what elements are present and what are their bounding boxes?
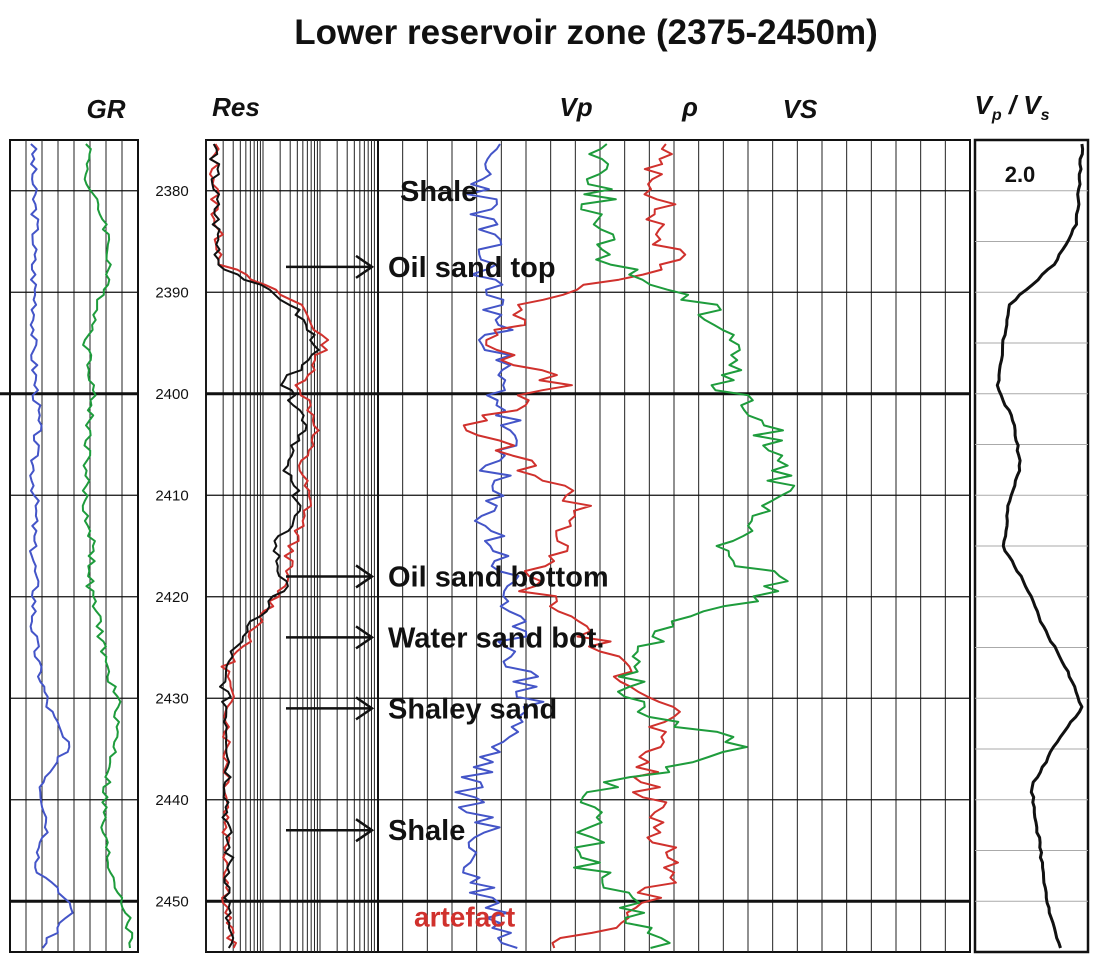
vs-track-label: VS <box>783 94 818 124</box>
annotation-label: Shale <box>388 815 465 847</box>
vpvs-reference-label: 2.0 <box>1005 162 1036 187</box>
annotation-label: Shaley sand <box>388 693 557 725</box>
gr-curve-1 <box>81 143 134 949</box>
depth-tick-label: 2400 <box>155 386 188 403</box>
depth-tick-label: 2380 <box>155 183 188 200</box>
vpvs-track-label: Vp / Vs <box>974 90 1049 124</box>
ratio-curve-0 <box>995 143 1085 949</box>
vp-track-label: Vp <box>559 92 592 122</box>
annotation-arrowhead <box>355 254 375 279</box>
gr-track-label: GR <box>87 94 126 124</box>
annotation-arrowhead <box>355 818 375 843</box>
chart-title: Lower reservoir zone (2375-2450m) <box>294 13 878 52</box>
annotation-label: artefact <box>414 901 515 932</box>
annotation-label: Shale <box>400 176 477 208</box>
depth-axis: 2380 2390 2400 2410 2420 2430 2440 2450 <box>155 183 188 911</box>
annotation-arrowhead <box>355 564 375 589</box>
elastic-curve-2 <box>573 143 796 949</box>
annotation-arrowhead <box>355 696 375 721</box>
res-curve-0 <box>209 143 330 949</box>
depth-tick-label: 2390 <box>155 284 188 301</box>
annotation-label: Oil sand top <box>388 252 556 284</box>
annotation-arrowhead <box>355 625 375 650</box>
curve-layer <box>29 143 1085 949</box>
elastic-curve-1 <box>462 143 687 949</box>
annotation-label: Oil sand bottom <box>388 561 609 593</box>
res-curve-1 <box>209 143 320 949</box>
depth-tick-label: 2430 <box>155 690 188 707</box>
rho-track-label: ρ <box>681 92 698 122</box>
depth-tick-label: 2440 <box>155 792 188 809</box>
elastic-curve-0 <box>454 143 545 949</box>
gr-curve-0 <box>29 143 74 949</box>
annotation-label: Water sand bot. <box>388 622 604 654</box>
depth-tick-label: 2420 <box>155 589 188 606</box>
depth-tick-label: 2410 <box>155 487 188 504</box>
res-track-label: Res <box>212 92 260 122</box>
annotations: Shale Oil sand top Oil sand bottom Water sa… <box>286 176 609 932</box>
depth-tick-label: 2450 <box>155 893 188 910</box>
